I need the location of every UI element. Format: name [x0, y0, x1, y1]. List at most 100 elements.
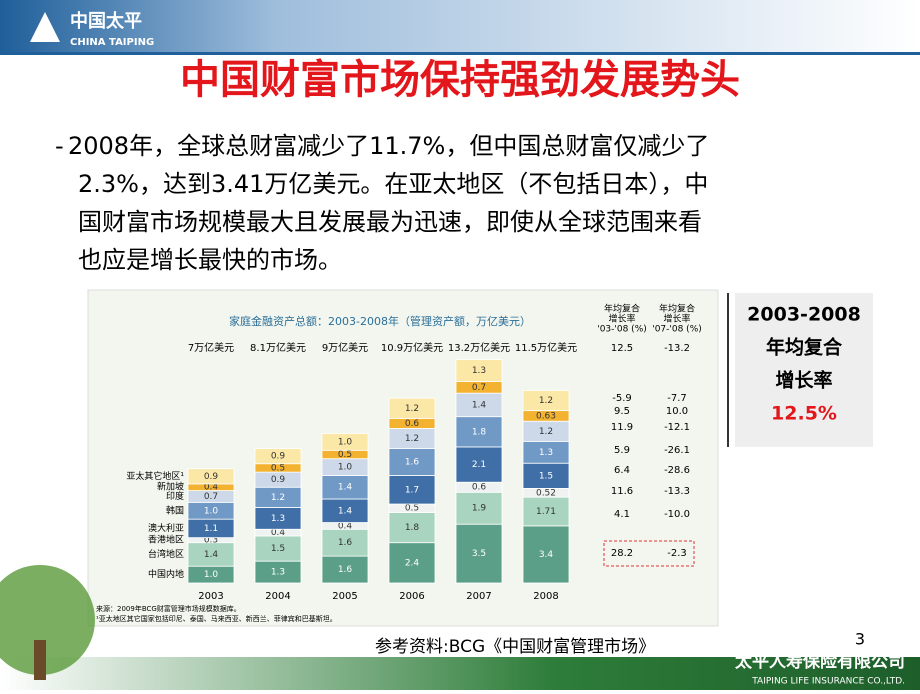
- data-label: 0.4: [204, 483, 219, 493]
- data-label: 0.7: [472, 383, 486, 393]
- x-tick-label: 2006: [399, 591, 424, 602]
- legend-label: 澳大利亚: [148, 522, 184, 534]
- data-label: 1.71: [536, 507, 556, 517]
- growth-value: -5.9: [612, 393, 632, 404]
- growth-total: -13.2: [664, 343, 690, 354]
- data-label: 1.0: [204, 506, 219, 516]
- growth-value: 5.9: [614, 445, 630, 456]
- header-bar: [0, 0, 920, 52]
- data-label: 0.5: [271, 463, 285, 473]
- data-label: 1.0: [338, 437, 353, 447]
- growth-total: 12.5: [611, 343, 633, 354]
- growth-header: 增长率: [608, 313, 635, 325]
- data-label: 1.3: [472, 366, 486, 376]
- bar-segment: [455, 416, 503, 448]
- growth-value: -28.6: [664, 465, 690, 476]
- tree: [0, 565, 95, 675]
- growth-value: -10.0: [664, 509, 690, 520]
- bar-segment: [321, 528, 369, 557]
- bar-segment: [254, 535, 302, 562]
- data-label: 0.4: [271, 528, 286, 538]
- source-note: 来源：2009年BCG财富管理市场规模数据库。: [96, 604, 241, 613]
- x-tick-label: 2005: [332, 591, 357, 602]
- data-label: 2.4: [405, 558, 420, 568]
- growth-header: 年均复合: [604, 303, 640, 315]
- total-label: 8.1万亿美元: [250, 341, 306, 354]
- x-tick-label: 2004: [265, 591, 290, 602]
- data-label: 1.9: [472, 504, 487, 514]
- growth-value: 6.4: [614, 465, 630, 476]
- tree-trunk: [34, 640, 46, 680]
- data-label: 0.63: [536, 411, 556, 421]
- footer-bar: [0, 657, 920, 690]
- side-box-text: 年均复合: [766, 336, 843, 359]
- data-label: 3.4: [539, 550, 554, 560]
- data-label: 1.4: [338, 483, 353, 493]
- bar-segment: [321, 433, 369, 451]
- growth-value: -13.3: [664, 486, 690, 497]
- data-label: 1.4: [204, 550, 219, 560]
- legend-label: 印度: [166, 490, 184, 502]
- data-label: 1.0: [204, 570, 219, 580]
- legend-label: 亚太其它地区¹: [126, 470, 184, 482]
- bar-segment: [455, 491, 503, 525]
- header-line: [0, 52, 920, 55]
- bullet-line: 国财富市场规模最大且发展最为迅速，即使从全球范围来看: [78, 208, 702, 236]
- company-cn: 太平人寿保险有限公司: [735, 651, 905, 672]
- data-label: 2.1: [472, 460, 486, 470]
- total-label: 10.9万亿美元: [381, 341, 443, 354]
- side-box-text: 12.5%: [771, 403, 837, 425]
- data-label: 1.2: [539, 427, 553, 437]
- legend-label: 中国内地: [148, 568, 184, 580]
- data-label: 1.6: [338, 565, 353, 575]
- side-box-text: 增长率: [775, 369, 832, 392]
- total-label: 11.5万亿美元: [515, 341, 577, 354]
- data-label: 0.3: [204, 536, 218, 546]
- bar-segment: [455, 359, 503, 382]
- growth-value: -7.7: [667, 393, 687, 404]
- data-label: 1.2: [405, 434, 419, 444]
- data-label: 1.7: [405, 485, 419, 495]
- legend-label: 新加坡: [157, 481, 184, 493]
- data-label: 0.6: [472, 483, 487, 493]
- side-box: [735, 293, 873, 447]
- legend-label: 台湾地区: [148, 548, 184, 560]
- data-label: 1.5: [539, 471, 553, 481]
- total-label: 9万亿美元: [322, 341, 368, 354]
- growth-value: 9.5: [614, 406, 630, 417]
- bullet-marker: -: [55, 132, 64, 160]
- bullet-line: 2008年，全球总财富减少了11.7%，但中国总财富仅减少了: [68, 132, 709, 160]
- data-label: 1.3: [539, 448, 553, 458]
- data-label: 0.7: [204, 492, 218, 502]
- data-label: 1.2: [405, 404, 419, 414]
- company-en: TAIPING LIFE INSURANCE CO.,LTD.: [751, 677, 905, 687]
- data-label: 1.0: [338, 463, 353, 473]
- data-label: 0.9: [204, 472, 219, 482]
- bullet-line: 也应是增长最快的市场。: [78, 246, 342, 274]
- data-label: 1.2: [539, 396, 553, 406]
- page-number: 3: [855, 630, 865, 649]
- growth-value: -12.1: [664, 422, 690, 433]
- growth-value: 11.6: [611, 486, 633, 497]
- data-label: 1.2: [271, 493, 285, 503]
- growth-value: -2.3: [667, 548, 687, 559]
- source-note: ¹亚太地区其它国家包括印尼、泰国、马来西亚、新西兰、菲律宾和巴基斯坦。: [96, 614, 337, 623]
- chart-title: 家庭金融资产总额：2003-2008年（管理资产额，万亿美元）: [229, 314, 531, 328]
- data-label: 1.3: [271, 514, 285, 524]
- data-label: 0.6: [405, 419, 420, 429]
- data-label: 1.5: [271, 544, 285, 554]
- logo-cn: 中国太平: [70, 10, 142, 32]
- legend-label: 韩国: [166, 504, 184, 516]
- bar-segment: [321, 555, 369, 584]
- data-label: 0.9: [271, 452, 286, 462]
- data-label: 0.5: [405, 504, 419, 514]
- data-label: 1.8: [405, 523, 420, 533]
- bar-segment: [522, 462, 570, 489]
- bar-segment: [388, 448, 436, 476]
- bar-segment: [522, 390, 570, 412]
- data-label: 1.8: [472, 427, 487, 437]
- legend-label: 香港地区: [148, 534, 184, 546]
- growth-header: '03-'08 (%): [597, 325, 647, 335]
- data-label: 0.9: [271, 475, 286, 485]
- bar-segment: [388, 512, 436, 544]
